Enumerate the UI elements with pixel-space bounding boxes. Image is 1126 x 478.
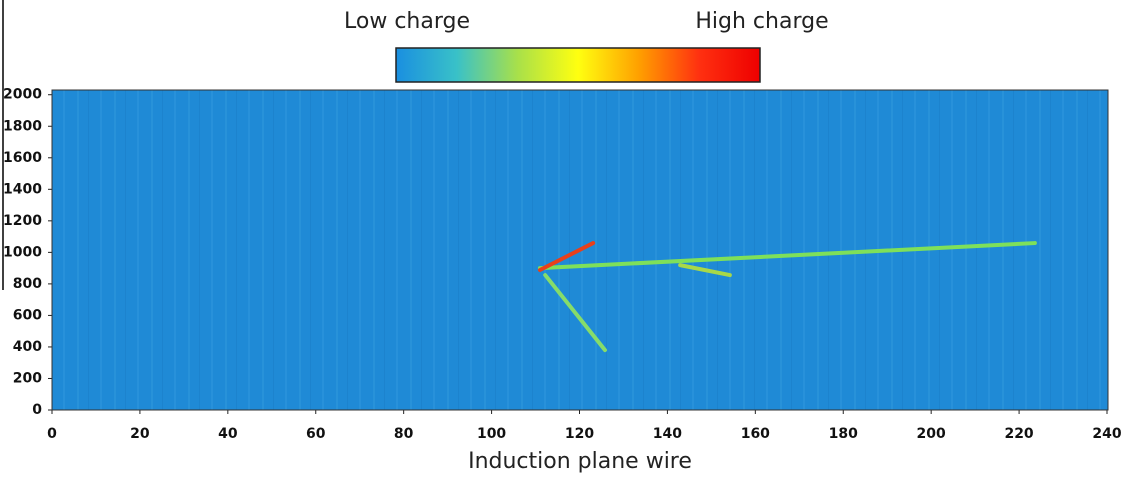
x-tick-label: 0	[47, 426, 57, 442]
x-axis-label: Induction plane wire	[468, 449, 692, 474]
y-tick-label: 800	[13, 276, 42, 292]
x-tick-label: 80	[394, 426, 414, 442]
y-tick-label: 2000	[3, 87, 42, 103]
y-tick-label: 1800	[3, 118, 42, 134]
y-tick-label: 1200	[3, 213, 42, 229]
x-tick-label: 180	[829, 426, 858, 442]
track	[537, 241, 596, 273]
plot-frame	[51, 89, 1109, 411]
x-tick-label: 60	[306, 426, 326, 442]
track	[543, 273, 607, 353]
y-tick-label: 600	[13, 307, 42, 323]
y-tick-label: 1600	[3, 150, 42, 166]
x-tick-label: 20	[130, 426, 150, 442]
y-tick-label: 1000	[3, 244, 42, 260]
y-tick-label: 400	[13, 339, 42, 355]
x-tick-label: 220	[1004, 426, 1033, 442]
x-tick-label: 120	[565, 426, 594, 442]
x-tick-label: 200	[917, 426, 946, 442]
colorbar	[395, 47, 761, 83]
x-tick-label: 240	[1092, 426, 1121, 442]
track	[537, 241, 1037, 271]
colorbar-high-label: High charge	[695, 9, 828, 34]
colorbar-low-label: Low charge	[344, 9, 470, 34]
x-tick-label: 100	[477, 426, 506, 442]
x-tick-label: 40	[218, 426, 238, 442]
x-tick-label: 160	[741, 426, 770, 442]
y-tick-label: 0	[32, 402, 42, 418]
y-tick-label: 1400	[3, 181, 42, 197]
y-tick-label: 200	[13, 370, 42, 386]
track	[678, 263, 732, 278]
x-tick-label: 140	[653, 426, 682, 442]
